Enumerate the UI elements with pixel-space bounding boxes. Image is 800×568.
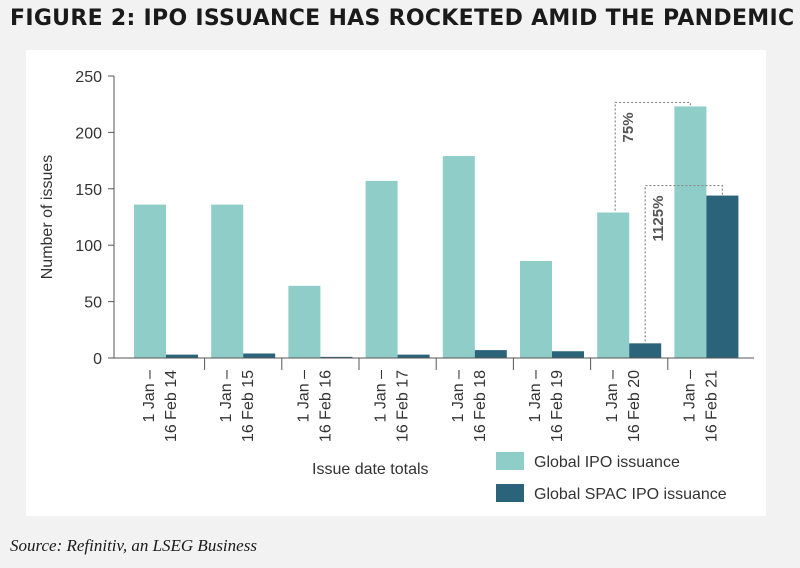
ipo-bar [674, 106, 707, 359]
spac-bar [706, 195, 739, 358]
x-axis-label: Issue date totals [312, 461, 429, 478]
figure-title: FIGURE 2: IPO ISSUANCE HAS ROCKETED AMID… [10, 6, 795, 31]
x-tick-label-line: 16 Feb 15 [240, 370, 257, 442]
x-tick-label: 1 Jan – 16 Feb 21 [681, 370, 720, 442]
legend-swatch-spac [496, 484, 524, 502]
x-tick-label-line: 1 Jan – [295, 370, 312, 423]
spac-bar [166, 354, 198, 358]
spac-bar [320, 356, 353, 358]
x-tick-label: 1 Jan – 16 Feb 14 [141, 370, 180, 442]
y-tick-label: 100 [75, 238, 102, 255]
spac-bar [397, 354, 430, 358]
legend-label-ipo: Global IPO issuance [534, 454, 680, 471]
ipo-bar [520, 260, 552, 358]
y-tick-label: 0 [93, 351, 102, 368]
ipo-bar [288, 285, 321, 358]
x-tick-label-line: 16 Feb 14 [163, 370, 180, 442]
x-tick-label-line: 16 Feb 20 [626, 370, 643, 442]
x-tick-label: 1 Jan – 16 Feb 18 [450, 370, 489, 442]
growth-bracket [644, 184, 723, 342]
spac-bar [243, 353, 276, 358]
y-tick-label: 200 [75, 125, 102, 142]
y-axis-label: Number of issues [39, 155, 56, 280]
spac-bar [629, 343, 662, 358]
growth-label: 75% [620, 112, 637, 142]
legend-swatch-ipo [496, 452, 524, 470]
x-tick-label-line: 16 Feb 18 [472, 370, 489, 442]
y-tick-label: 150 [75, 182, 102, 199]
x-tick-label-line: 16 Feb 21 [703, 370, 720, 442]
spac-bar [474, 350, 507, 358]
x-tick-label: 1 Jan – 16 Feb 20 [604, 370, 643, 442]
source-note: Source: Refinitiv, an LSEG Business [10, 536, 257, 555]
y-tick-label: 250 [75, 69, 102, 86]
x-tick-label-line: 1 Jan – [527, 370, 544, 423]
y-tick-label: 50 [84, 295, 102, 312]
x-tick-label-line: 16 Feb 17 [395, 370, 412, 442]
x-tick-label-line: 1 Jan – [373, 370, 390, 423]
legend-label-spac: Global SPAC IPO issuance [534, 486, 727, 503]
chart-panel: 0 50 100 150 200 250 75% 1125% Number of issue… [26, 50, 766, 516]
x-tick-label-line: 16 Feb 19 [549, 370, 566, 442]
x-tick-label: 1 Jan – 16 Feb 16 [295, 370, 334, 442]
ipo-bar [365, 180, 398, 358]
x-tick-label-line: 1 Jan – [604, 370, 621, 423]
x-tick-label-line: 1 Jan – [141, 370, 158, 423]
ipo-bar [211, 204, 244, 358]
x-tick-label-line: 1 Jan – [450, 370, 467, 423]
x-tick-label: 1 Jan – 16 Feb 15 [218, 370, 257, 442]
x-tick-label: 1 Jan – 16 Feb 17 [373, 370, 412, 442]
ipo-bar [134, 204, 166, 358]
growth-label: 1125% [650, 196, 667, 242]
ipo-bar [442, 156, 475, 358]
x-tick-label: 1 Jan – 16 Feb 19 [527, 370, 566, 442]
bar-chart: 0 50 100 150 200 250 75% 1125% Number of issue… [39, 69, 754, 503]
x-tick-label-line: 16 Feb 16 [317, 370, 334, 442]
x-tick-label-line: 1 Jan – [681, 370, 698, 423]
spac-bar [552, 351, 584, 358]
ipo-bar [597, 212, 630, 358]
x-tick-label-line: 1 Jan – [218, 370, 235, 423]
growth-bracket [614, 101, 691, 211]
